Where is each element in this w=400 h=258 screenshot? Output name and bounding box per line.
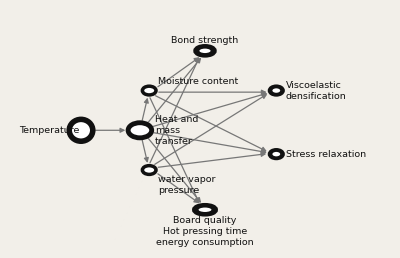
Ellipse shape <box>272 87 281 94</box>
Ellipse shape <box>198 207 212 213</box>
Text: Stress relaxation: Stress relaxation <box>286 150 366 159</box>
Ellipse shape <box>196 46 214 55</box>
Ellipse shape <box>270 86 283 95</box>
Ellipse shape <box>69 119 93 141</box>
Ellipse shape <box>128 123 152 138</box>
Text: Bond strength: Bond strength <box>171 36 239 45</box>
Text: Viscoelastic
densification: Viscoelastic densification <box>286 80 346 101</box>
Ellipse shape <box>198 48 212 54</box>
Text: Moisture content: Moisture content <box>158 77 239 86</box>
Text: Temperature: Temperature <box>19 126 80 135</box>
Text: Board quality
Hot pressing time
energy consumption: Board quality Hot pressing time energy c… <box>156 216 254 247</box>
Ellipse shape <box>272 151 281 157</box>
Ellipse shape <box>142 86 156 95</box>
Text: Heat and
mass
transfer: Heat and mass transfer <box>155 115 198 146</box>
Text: water vapor
pressure: water vapor pressure <box>158 175 216 195</box>
Ellipse shape <box>194 205 216 214</box>
Ellipse shape <box>270 150 283 158</box>
Ellipse shape <box>142 166 156 174</box>
